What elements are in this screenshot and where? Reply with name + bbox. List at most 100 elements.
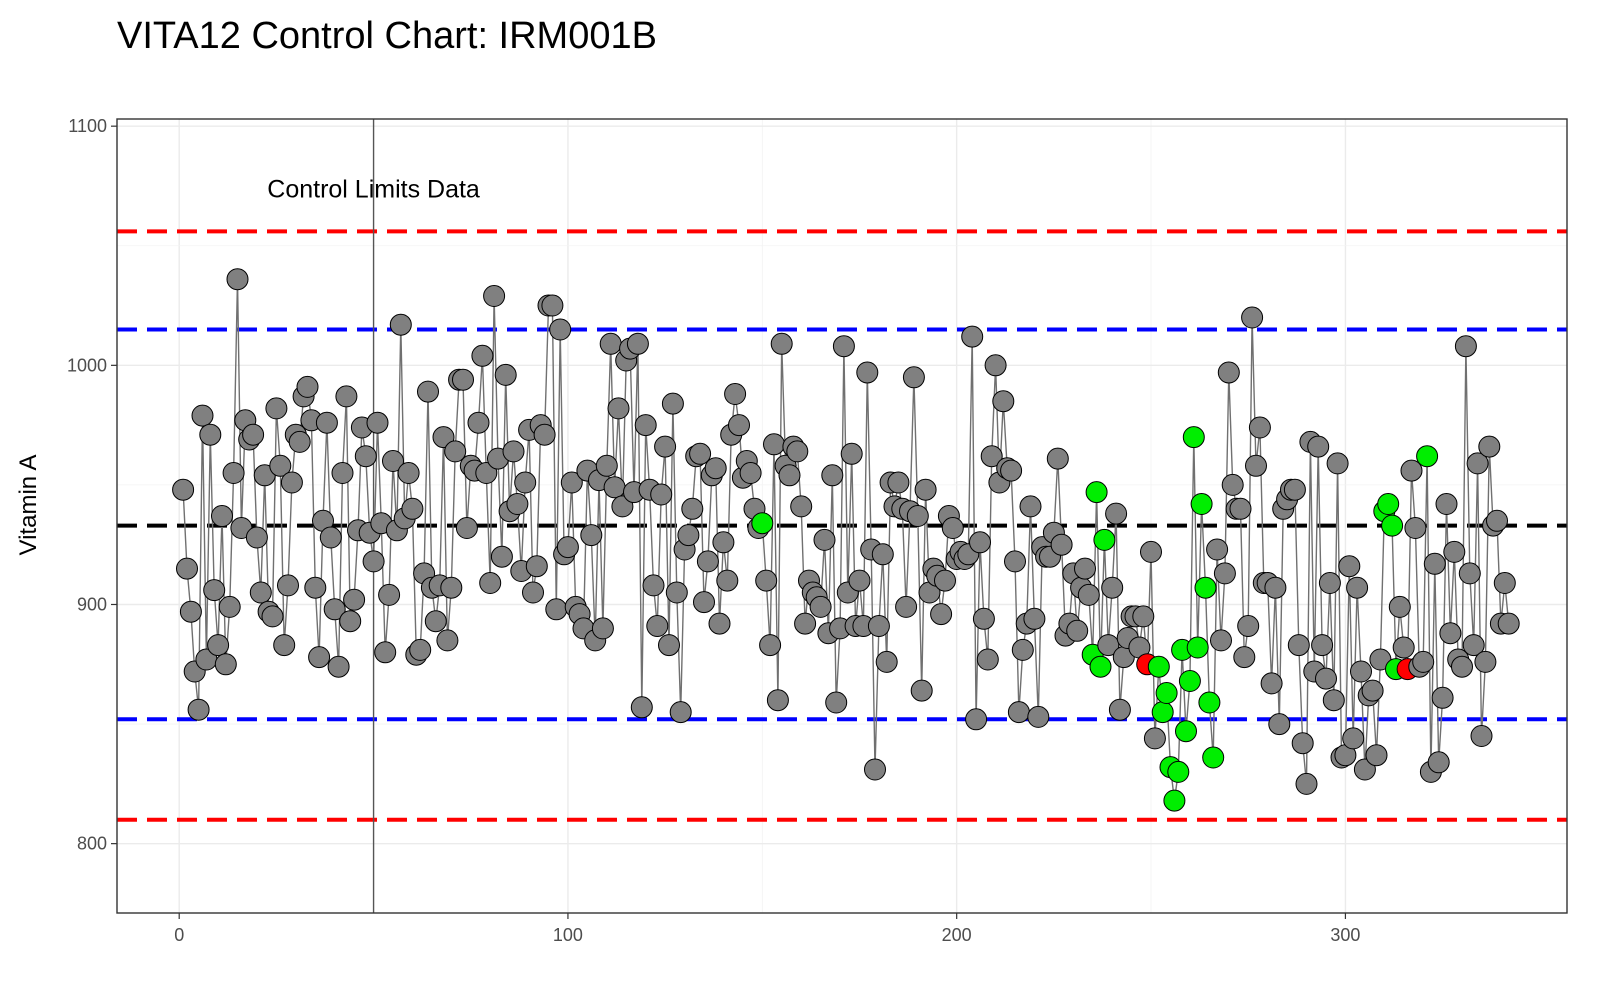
data-points bbox=[172, 268, 1520, 812]
data-point bbox=[696, 550, 719, 573]
data-point bbox=[634, 414, 657, 437]
data-point bbox=[502, 440, 525, 463]
data-point bbox=[541, 294, 564, 317]
data-point bbox=[269, 454, 292, 477]
data-point bbox=[902, 366, 925, 389]
data-point bbox=[603, 476, 626, 499]
data-point bbox=[343, 588, 366, 611]
data-point bbox=[222, 462, 245, 484]
data-point bbox=[1074, 557, 1096, 580]
data-point bbox=[549, 318, 572, 341]
data-point-flagged bbox=[1093, 528, 1116, 551]
data-point bbox=[689, 442, 712, 465]
data-point bbox=[755, 569, 778, 592]
data-point bbox=[794, 612, 817, 635]
data-point bbox=[1097, 634, 1120, 657]
data-point bbox=[304, 576, 327, 599]
data-point bbox=[821, 464, 844, 487]
data-point bbox=[642, 574, 665, 597]
data-point bbox=[296, 375, 319, 398]
data-point bbox=[265, 397, 288, 420]
data-point bbox=[832, 335, 855, 358]
data-point bbox=[522, 581, 544, 604]
data-point bbox=[409, 638, 432, 661]
data-point bbox=[1105, 502, 1128, 525]
data-point bbox=[813, 528, 836, 551]
data-point bbox=[856, 361, 879, 384]
data-point bbox=[288, 430, 311, 453]
data-point bbox=[417, 380, 439, 403]
data-point bbox=[739, 462, 762, 484]
data-point-flagged bbox=[1381, 514, 1404, 537]
data-point bbox=[389, 313, 412, 336]
data-point bbox=[658, 634, 680, 657]
data-point bbox=[790, 495, 813, 518]
data-point bbox=[941, 517, 964, 539]
data-point-flagged bbox=[1163, 789, 1186, 812]
data-point bbox=[483, 285, 506, 307]
data-point-flagged bbox=[1155, 682, 1178, 704]
chart-title: VITA12 Control Chart: IRM001B bbox=[117, 15, 657, 57]
data-point-flagged bbox=[1151, 701, 1174, 724]
data-point bbox=[1346, 576, 1369, 599]
data-point bbox=[1004, 550, 1026, 573]
data-point bbox=[1350, 660, 1372, 683]
data-point bbox=[1462, 634, 1485, 657]
data-point-flagged bbox=[1085, 481, 1108, 504]
data-point bbox=[1260, 672, 1283, 695]
data-point bbox=[1268, 713, 1291, 736]
data-point bbox=[436, 629, 459, 652]
data-point bbox=[1007, 701, 1030, 724]
data-point bbox=[906, 505, 929, 527]
data-point bbox=[914, 478, 937, 501]
data-point bbox=[1206, 538, 1229, 561]
y-tick-label: 1100 bbox=[68, 116, 107, 136]
data-point bbox=[595, 454, 618, 477]
data-point bbox=[1474, 650, 1497, 673]
data-point bbox=[1322, 689, 1345, 712]
data-point bbox=[980, 445, 1003, 468]
data-point bbox=[867, 615, 890, 637]
data-point bbox=[809, 595, 832, 618]
data-point bbox=[1221, 473, 1244, 496]
data-point bbox=[681, 497, 704, 520]
data-point bbox=[607, 397, 630, 420]
data-point bbox=[545, 598, 568, 621]
data-point bbox=[646, 615, 669, 637]
data-point bbox=[1283, 478, 1306, 501]
data-point bbox=[1493, 572, 1516, 594]
data-point bbox=[273, 634, 296, 657]
data-point bbox=[728, 414, 750, 437]
data-point bbox=[1361, 679, 1384, 702]
data-point bbox=[759, 634, 782, 657]
data-point bbox=[1466, 452, 1489, 475]
data-point bbox=[712, 531, 735, 554]
data-point bbox=[778, 464, 801, 487]
data-point-flagged bbox=[1198, 691, 1221, 714]
data-point bbox=[1011, 638, 1034, 661]
data-point bbox=[1210, 629, 1232, 652]
data-point bbox=[969, 531, 991, 554]
data-point bbox=[211, 505, 233, 527]
data-point bbox=[323, 598, 346, 621]
data-point bbox=[669, 701, 692, 724]
data-point bbox=[471, 344, 494, 367]
data-point bbox=[1315, 667, 1337, 690]
data-point bbox=[972, 607, 995, 630]
x-tick-label: 100 bbox=[553, 925, 583, 945]
data-point bbox=[207, 634, 230, 657]
data-point bbox=[191, 404, 214, 427]
data-point bbox=[1454, 335, 1477, 358]
data-point bbox=[432, 426, 455, 449]
data-point bbox=[245, 526, 268, 549]
data-point bbox=[1287, 634, 1310, 657]
data-point bbox=[1027, 705, 1050, 728]
data-point bbox=[514, 471, 537, 494]
data-point bbox=[1241, 306, 1264, 329]
data-point bbox=[1311, 634, 1334, 657]
data-point bbox=[242, 423, 265, 446]
data-point bbox=[724, 383, 747, 405]
data-point-flagged bbox=[1202, 746, 1225, 769]
plot-border bbox=[116, 118, 1568, 914]
data-point bbox=[770, 332, 793, 355]
